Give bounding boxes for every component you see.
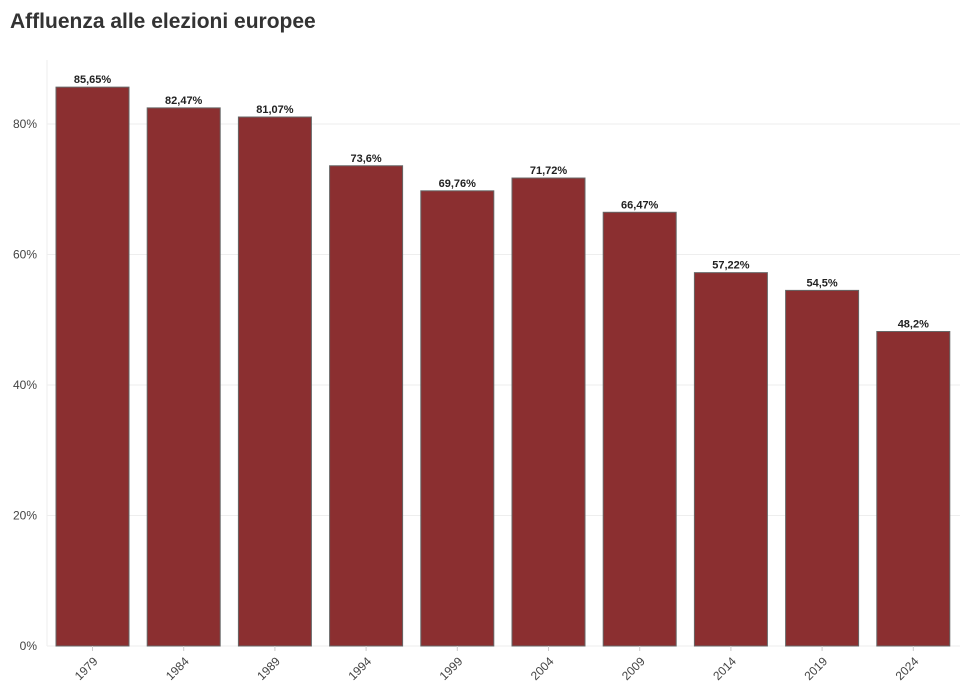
bar (785, 289, 860, 647)
data-label: 48,2% (898, 318, 929, 330)
bar (55, 86, 130, 647)
x-tick-label: 2004 (528, 654, 557, 683)
x-tick-label: 2019 (801, 654, 830, 683)
y-tick-label: 0% (20, 639, 38, 653)
data-label: 54,5% (806, 277, 837, 289)
data-label: 81,07% (256, 104, 294, 116)
bar (693, 272, 768, 647)
bar (146, 107, 221, 647)
bar (876, 330, 951, 647)
x-tick-label: 1989 (254, 654, 283, 683)
bar (602, 211, 677, 647)
data-label: 66,47% (621, 199, 659, 211)
y-tick-label: 20% (13, 509, 37, 523)
y-tick-label: 80% (13, 117, 37, 131)
data-label: 73,6% (350, 153, 381, 165)
chart-title: Affluenza alle elezioni europee (10, 10, 316, 33)
y-tick-label: 60% (13, 248, 37, 262)
x-tick-label: 2014 (710, 654, 739, 683)
x-tick-label: 1979 (72, 654, 101, 683)
bar (511, 177, 586, 647)
data-label: 57,22% (712, 260, 750, 272)
data-label: 69,76% (439, 178, 477, 190)
y-tick-label: 40% (13, 378, 37, 392)
data-label: 85,65% (74, 74, 112, 86)
x-tick-label: 1984 (163, 654, 192, 683)
data-label: 82,47% (165, 95, 203, 107)
x-tick-label: 1999 (437, 654, 466, 683)
bar (420, 190, 495, 647)
x-tick-label: 2009 (619, 654, 648, 683)
data-label: 71,72% (530, 165, 568, 177)
bar (237, 116, 312, 647)
x-tick-label: 2024 (893, 654, 922, 683)
x-tick-label: 1994 (345, 654, 374, 683)
bar (329, 165, 404, 647)
